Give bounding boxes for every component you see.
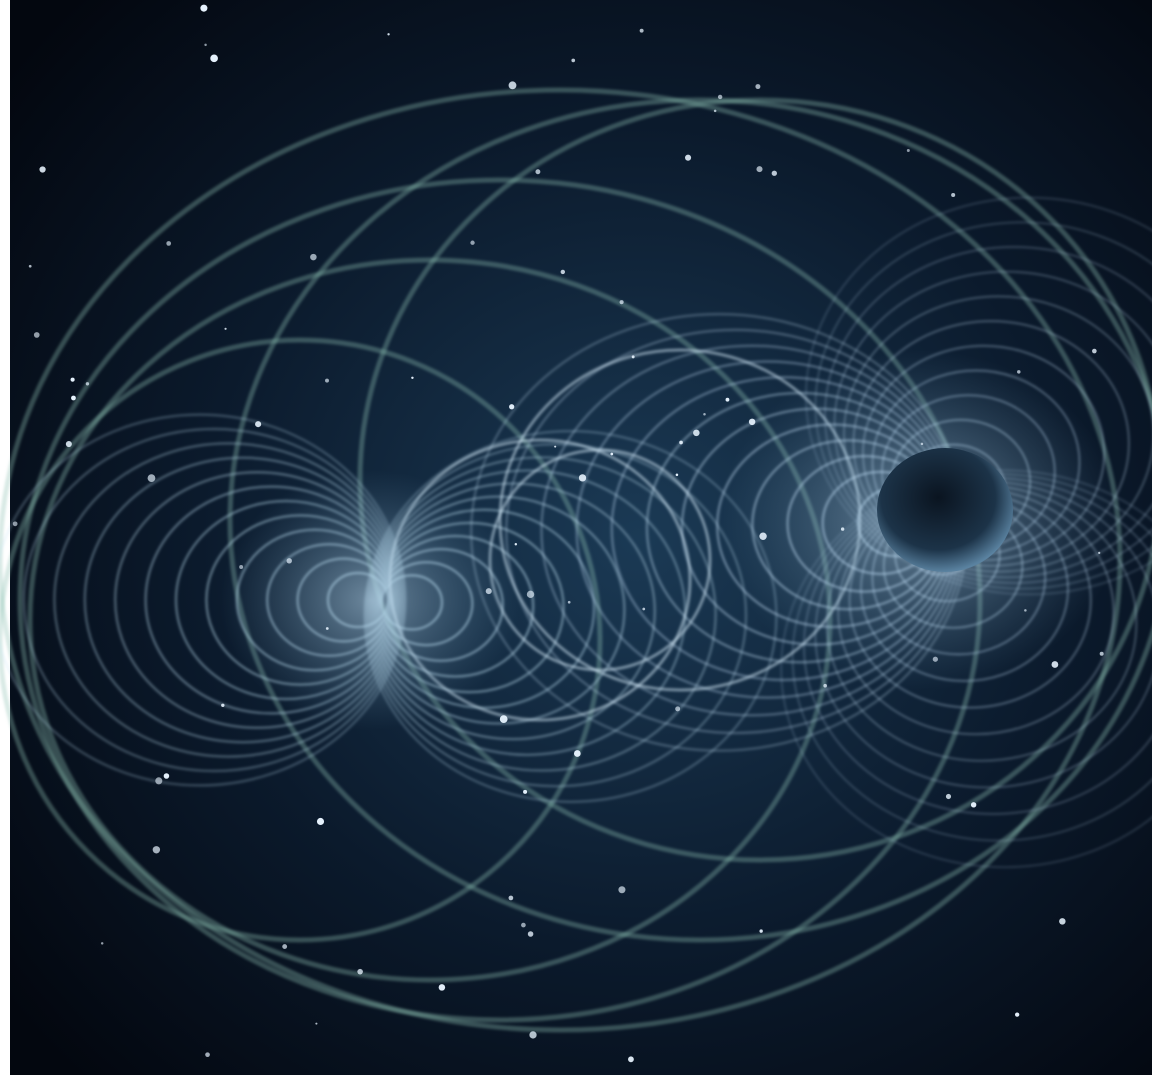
star [239, 565, 244, 569]
star [485, 588, 492, 595]
star [554, 445, 557, 448]
star [85, 382, 90, 386]
wave-ring [0, 337, 603, 943]
star [1051, 661, 1059, 668]
star [205, 1052, 210, 1058]
star [166, 241, 172, 246]
star [932, 656, 938, 662]
star [411, 376, 414, 380]
star [210, 54, 218, 63]
star [357, 968, 363, 975]
star [675, 473, 679, 477]
star [1059, 918, 1066, 925]
star [713, 109, 717, 113]
star [771, 170, 778, 176]
star [840, 527, 845, 531]
star [65, 441, 72, 448]
star [310, 253, 317, 261]
star [535, 169, 541, 175]
star [906, 149, 910, 153]
star [1098, 551, 1101, 554]
star [39, 166, 46, 173]
star [759, 532, 767, 540]
black-hole [877, 448, 1013, 572]
star [315, 1022, 318, 1025]
star [523, 789, 528, 794]
star [573, 750, 581, 757]
star [514, 543, 518, 546]
star [163, 773, 170, 779]
star [499, 715, 508, 724]
star [155, 777, 163, 785]
star [147, 474, 156, 482]
star [255, 421, 262, 428]
star [509, 404, 515, 410]
star [619, 300, 624, 305]
star [508, 81, 517, 90]
star [28, 264, 32, 268]
star [221, 703, 225, 708]
star [578, 474, 587, 482]
star [521, 922, 526, 928]
star [200, 4, 208, 12]
star [1092, 348, 1097, 354]
star [12, 521, 18, 527]
star [1017, 370, 1021, 374]
star [945, 793, 952, 800]
star [571, 58, 576, 63]
star [325, 627, 329, 630]
star [725, 397, 730, 402]
star [618, 886, 626, 894]
star [1015, 1012, 1020, 1017]
star [529, 1031, 537, 1039]
star [282, 944, 288, 950]
star [642, 607, 646, 611]
star [717, 94, 723, 100]
star [508, 895, 514, 901]
star [316, 817, 325, 826]
star [387, 33, 390, 36]
star [631, 355, 635, 359]
star [610, 452, 614, 456]
star [438, 984, 446, 991]
star [286, 558, 292, 564]
star [823, 683, 827, 688]
star [70, 377, 75, 382]
star [1099, 651, 1104, 656]
star [951, 192, 956, 198]
star [100, 942, 104, 945]
star [325, 378, 329, 383]
star [152, 846, 161, 854]
star [560, 269, 566, 275]
star [970, 802, 977, 808]
star [679, 440, 683, 445]
star [71, 395, 76, 401]
star [639, 28, 644, 33]
star [526, 590, 535, 599]
star [470, 240, 475, 245]
star [759, 929, 763, 933]
stars [12, 4, 1104, 1063]
wave-ring [227, 97, 1152, 943]
star [755, 84, 761, 90]
glow-left [220, 470, 520, 730]
star [567, 600, 571, 604]
star [685, 154, 692, 161]
star [693, 429, 700, 437]
star [527, 931, 534, 937]
star [33, 332, 40, 338]
star [1024, 609, 1027, 612]
star [204, 43, 207, 47]
star [675, 706, 681, 712]
star [756, 166, 763, 173]
star [748, 418, 756, 426]
star [920, 442, 924, 446]
star [224, 327, 227, 330]
star [628, 1056, 634, 1063]
star [703, 412, 706, 416]
